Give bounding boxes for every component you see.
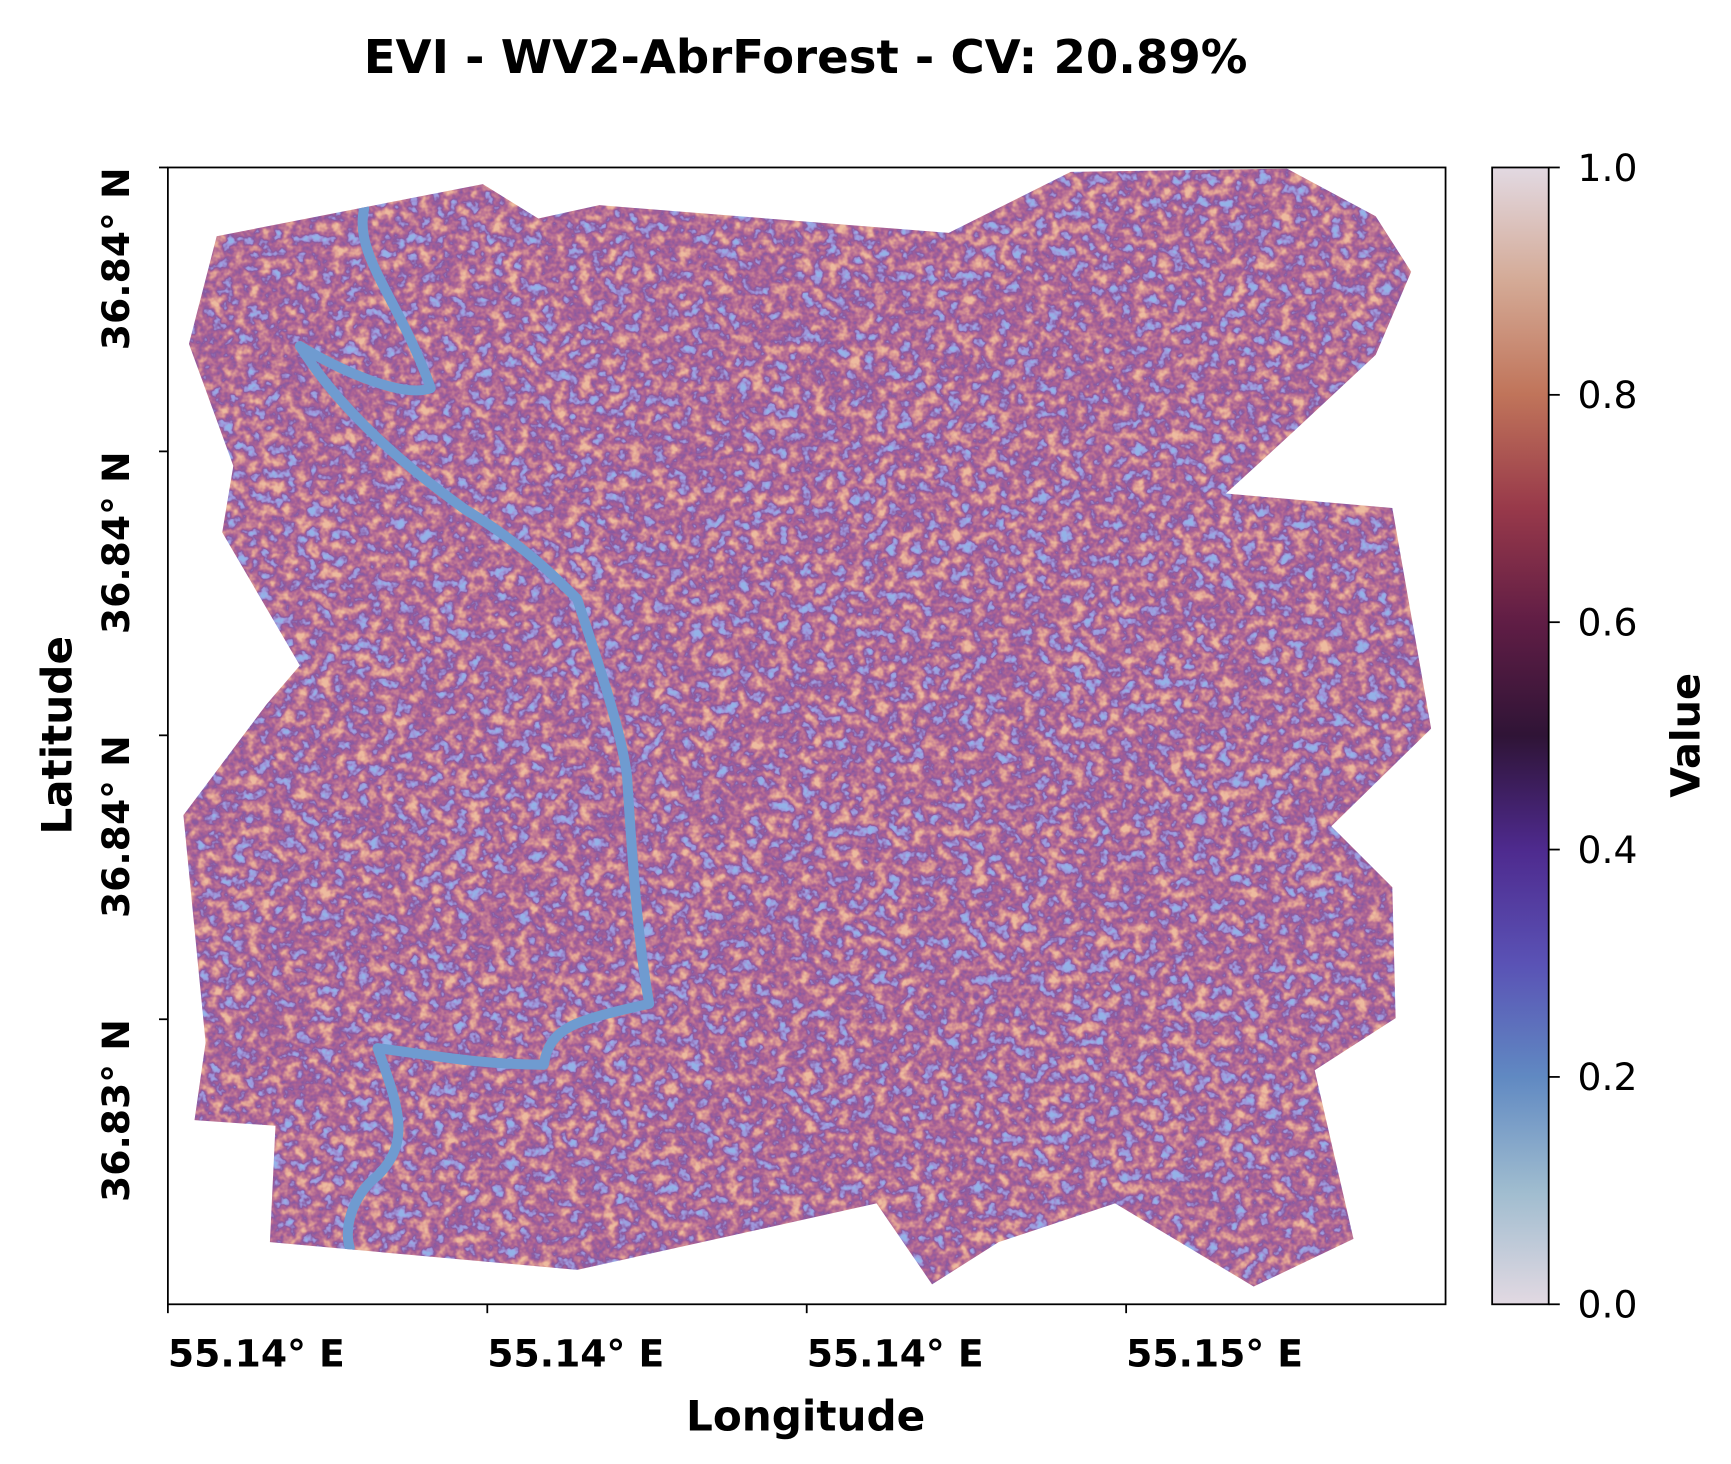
- title: EVI - WV2-AbrForest - CV: 20.89%: [364, 30, 1248, 84]
- y-tick-label: 36.84° N: [94, 167, 138, 350]
- colorbar-tick-label: 0.8: [1578, 373, 1638, 417]
- x-tick-label: 55.14° E: [168, 1331, 345, 1375]
- raster: [183, 168, 1432, 1287]
- y-tick-label: 36.83° N: [94, 1019, 138, 1202]
- colorbar-tick-label: 0.4: [1578, 828, 1638, 872]
- x-tick-label: 55.14° E: [487, 1331, 664, 1375]
- colorbar-label: Value: [1664, 673, 1710, 798]
- river: [294, 203, 655, 1253]
- y-tick-label: 36.84° N: [94, 735, 138, 918]
- colorbar-tick-label: 0.0: [1578, 1283, 1638, 1327]
- colorbar-tick-label: 0.6: [1578, 601, 1638, 645]
- colorbar-tick-label: 1.0: [1578, 146, 1638, 190]
- x-axis-label: Longitude: [686, 1392, 925, 1441]
- x-tick-label: 55.15° E: [1126, 1331, 1303, 1375]
- colorbar: [1491, 166, 1550, 1306]
- y-tick-label: 36.84° N: [94, 451, 138, 634]
- x-tick-label: 55.14° E: [807, 1331, 984, 1375]
- y-axis-label: Latitude: [32, 636, 81, 835]
- colorbar-tick-label: 0.2: [1578, 1055, 1638, 1099]
